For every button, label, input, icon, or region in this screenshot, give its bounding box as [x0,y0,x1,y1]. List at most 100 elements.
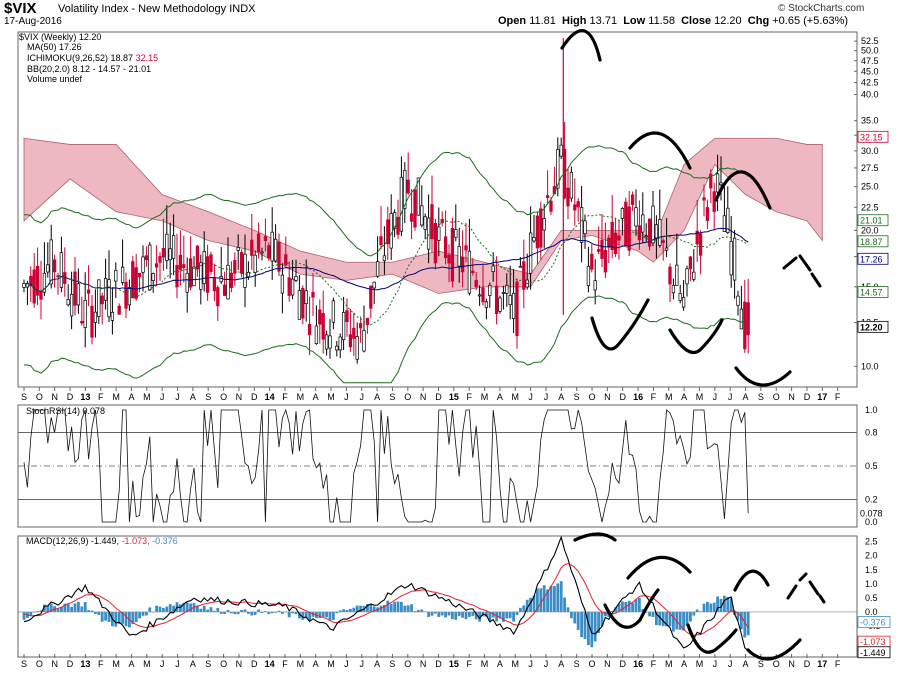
macd-hist-bar [672,611,675,632]
price-x-month-label: O [589,392,596,402]
candle-body [641,214,645,233]
macd-hist-bar [230,611,233,614]
price-x-month-label: F [282,392,288,402]
macd-hist-bar [685,611,689,626]
candle-body [175,265,179,288]
macd-hist-bar [260,611,264,613]
macd-hist-bar [131,611,135,624]
candle-body [634,207,638,227]
macd-hist-bar [580,611,583,638]
macd-hist-bar [185,602,189,612]
candle-body [722,215,727,232]
candle-body [556,149,560,189]
macd-x-month-label: M [696,659,704,669]
macd-hist-bar [134,611,138,623]
close-label: Close [681,15,712,27]
stoch-axis-label: 0.0 [865,517,878,527]
macd-hist-bar [661,611,665,627]
candle-body [199,262,203,290]
stochrsi-line [23,408,749,523]
candle-body [355,336,359,360]
macd-hist-bar [736,611,740,621]
candle-body [250,239,254,256]
macd-hist-bar [573,611,577,624]
price-x-month-label: O [404,392,411,402]
candle-body [637,225,642,241]
macd-x-month-label: M [512,659,520,669]
candle-body [22,283,26,288]
price-value-tag-text: 17.26 [860,254,883,264]
candle-body [29,275,33,287]
candle-body [212,277,217,292]
candle-body [494,285,499,315]
candle-body [603,249,608,273]
candle-body [42,272,47,293]
macd-hist-bar [474,611,478,620]
candle-body [263,236,268,242]
candle-body [573,204,577,211]
macd-hist-bar [600,611,604,627]
macd-hist-bar [121,611,124,624]
macd-x-month-label: A [497,659,503,669]
macd-hist-bar [434,611,437,614]
price-x-month-label: J [344,392,349,402]
price-x-month-label: J [160,392,165,402]
macd-x-month-label: D [251,659,258,669]
candle-body [685,268,689,285]
macd-hist-bar [304,611,308,619]
price-x-month-label: O [220,392,227,402]
macd-hist-bar [216,607,220,612]
low-label: Low [623,15,646,27]
macd-hist-bar [250,611,254,616]
candle-body [73,271,77,306]
macd-hist-bar [63,603,67,612]
macd-hist-bar [338,610,342,612]
candle-body [362,330,366,352]
price-x-month-label: 15 [449,392,459,402]
macd-hist-bar [202,606,206,612]
price-frame [17,31,858,388]
macd-hist-bar [468,611,471,617]
candle-body [423,216,427,230]
macd-axis-label: 0.5 [865,593,878,603]
macd-value-tag-text: -1.449 [860,648,886,658]
macd-hist-bar [87,610,90,612]
candle-body [165,233,169,261]
annotation-stroke [714,170,772,210]
macd-hist-bar [525,599,529,612]
candle-body [246,271,251,278]
price-value-tag-text: 18.87 [860,237,883,247]
candle-body [76,283,81,306]
macd-hist-bar [100,611,104,622]
candle-body [498,297,502,312]
macd-x-month-label: J [175,659,180,669]
macd-axis-label: 1.0 [865,579,878,589]
candle-body [158,256,162,263]
candle-body [222,284,227,296]
candle-body [457,246,461,267]
macd-hist-bar [417,610,420,612]
price-axis-label: 20.0 [861,225,879,235]
macd-hist-bar [298,611,301,619]
macd-hist-bar [617,603,621,612]
macd-x-month-label: D [804,659,811,669]
macd-hist-bar [60,606,63,612]
macd-hist-bar [107,611,111,622]
candle-body [137,272,142,278]
candle-body [59,252,64,288]
macd-hist-bar [576,611,580,630]
price-axis-label: 45.0 [861,66,879,76]
candle-body [583,220,587,234]
macd-hist-bar [318,611,322,619]
annotation-stroke [686,623,738,654]
macd-hist-bar [740,611,743,630]
macd-x-month-label: O [404,659,411,669]
macd-x-month-label: S [758,659,764,669]
macd-hist-bar [593,611,597,642]
macd-x-month-label: F [282,659,288,669]
macd-hist-bar [206,609,209,612]
macd-hist-bar [542,585,546,612]
macd-x-month-label: O [220,659,227,669]
macd-hist-bar [641,608,645,612]
candle-body [467,250,472,294]
